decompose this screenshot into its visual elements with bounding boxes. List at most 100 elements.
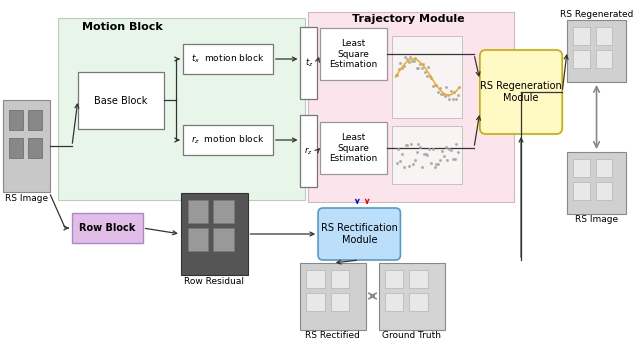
Point	[395, 158, 405, 164]
Point	[392, 72, 403, 78]
Bar	[9, 110, 23, 130]
Point	[417, 65, 427, 71]
Point	[403, 142, 413, 148]
Point	[394, 67, 404, 72]
Point	[433, 89, 443, 95]
Bar	[596, 27, 612, 45]
Point	[449, 89, 460, 95]
Text: Motion Block: Motion Block	[82, 22, 163, 32]
Point	[436, 91, 447, 97]
Bar	[72, 213, 143, 243]
Point	[448, 156, 458, 162]
Point	[429, 82, 440, 88]
Bar	[9, 138, 23, 158]
Point	[454, 84, 465, 90]
Bar	[307, 293, 325, 311]
Point	[418, 62, 428, 67]
Point	[438, 153, 449, 158]
Bar	[320, 122, 387, 174]
Text: RS Image: RS Image	[575, 216, 618, 225]
Point	[408, 161, 418, 167]
Point	[396, 61, 406, 66]
Point	[404, 164, 414, 169]
Point	[446, 147, 456, 153]
Point	[410, 56, 420, 61]
Bar	[573, 159, 589, 177]
Bar	[188, 228, 208, 251]
Point	[393, 147, 403, 152]
Bar	[3, 100, 51, 192]
Point	[405, 55, 415, 60]
Bar	[300, 27, 317, 99]
Bar	[385, 293, 403, 311]
Point	[452, 92, 463, 98]
Point	[443, 92, 453, 98]
Text: $t_z$: $t_z$	[305, 57, 313, 69]
Bar	[213, 200, 234, 223]
FancyBboxPatch shape	[318, 208, 401, 260]
Bar	[596, 159, 612, 177]
Point	[424, 146, 435, 151]
Bar	[183, 125, 273, 155]
Text: Least
Square
Estimation: Least Square Estimation	[329, 39, 378, 69]
Point	[408, 58, 419, 63]
Point	[447, 96, 458, 101]
Bar	[308, 12, 514, 202]
Point	[397, 65, 407, 71]
Bar	[409, 270, 428, 288]
Bar	[181, 193, 248, 275]
Point	[423, 64, 433, 70]
Bar	[320, 28, 387, 80]
Point	[420, 69, 430, 74]
Point	[390, 72, 401, 78]
Point	[400, 54, 410, 60]
Bar	[188, 200, 208, 223]
Bar	[78, 72, 164, 129]
Point	[428, 83, 438, 89]
Bar	[331, 270, 349, 288]
Text: $t_x$  motion block: $t_x$ motion block	[191, 53, 265, 65]
Point	[401, 142, 411, 148]
Point	[429, 164, 440, 169]
Point	[431, 161, 442, 167]
Point	[422, 73, 432, 79]
Text: Least
Square
Estimation: Least Square Estimation	[329, 133, 378, 163]
Point	[446, 89, 456, 94]
Point	[392, 160, 402, 166]
Text: Row Block: Row Block	[79, 223, 136, 233]
Point	[412, 65, 422, 70]
Point	[444, 147, 454, 152]
Point	[451, 96, 461, 102]
Point	[397, 151, 407, 157]
Text: Ground Truth: Ground Truth	[381, 332, 441, 341]
Point	[413, 141, 424, 147]
Text: Row Residual: Row Residual	[184, 276, 244, 286]
Point	[444, 96, 454, 102]
Bar	[573, 27, 589, 45]
Bar	[409, 293, 428, 311]
Point	[425, 73, 435, 79]
Point	[435, 157, 445, 162]
Text: $r_z$: $r_z$	[305, 145, 313, 157]
Point	[413, 65, 424, 70]
Bar	[300, 263, 366, 330]
Bar	[567, 20, 626, 82]
Point	[441, 85, 451, 90]
Point	[403, 60, 413, 65]
Bar	[213, 228, 234, 251]
Bar	[28, 138, 42, 158]
Point	[415, 144, 425, 149]
Bar	[392, 126, 462, 184]
Point	[419, 152, 429, 157]
Bar	[573, 50, 589, 68]
Point	[415, 62, 425, 67]
Point	[438, 91, 448, 97]
Point	[426, 160, 436, 166]
Bar	[392, 36, 462, 118]
Bar	[28, 110, 42, 130]
FancyBboxPatch shape	[480, 50, 562, 134]
Point	[453, 149, 463, 155]
Bar	[58, 18, 305, 200]
Point	[422, 152, 433, 158]
Point	[399, 63, 409, 69]
